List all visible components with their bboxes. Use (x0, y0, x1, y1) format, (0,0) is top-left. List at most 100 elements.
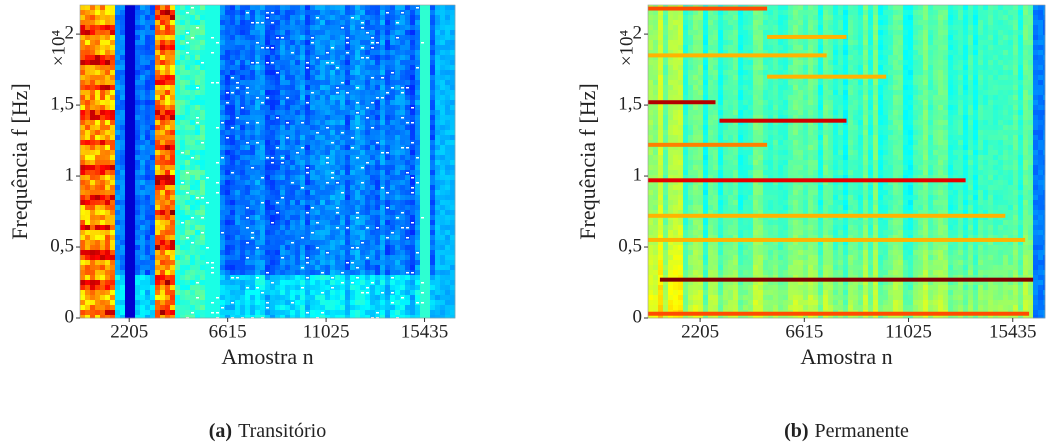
speckle (406, 172, 409, 174)
spectrogram-cell (330, 270, 335, 275)
spectrogram-cell (335, 130, 340, 135)
spectrogram-cell (85, 10, 90, 15)
spectrogram-cell (180, 135, 185, 140)
spectrogram-cell (365, 40, 370, 45)
spectrogram-cell (415, 60, 420, 65)
spectrogram-cell (125, 55, 130, 60)
spectrogram-cell (200, 10, 205, 15)
spectrogram-cell (380, 165, 385, 170)
spectrogram-cell (440, 5, 445, 10)
spectrogram-cell (370, 110, 375, 115)
spectrogram-cell (355, 45, 360, 50)
spectrogram-cell (420, 80, 425, 85)
spectrogram-cell (205, 5, 210, 10)
spectrogram-cell (255, 235, 260, 240)
spectrogram-cell (365, 100, 370, 105)
spectrogram-cell (110, 230, 115, 235)
spectrogram-cell (175, 185, 180, 190)
spectrogram-cell (330, 225, 335, 230)
spectrogram-cell (140, 155, 145, 160)
spectrogram-cell (275, 155, 280, 160)
spectrogram-cell (195, 130, 200, 135)
spectrogram-cell (155, 170, 160, 175)
spectrogram-cell (350, 25, 355, 30)
speckle (371, 282, 374, 284)
spectrogram-cell (375, 230, 380, 235)
speckle (401, 92, 404, 94)
spectrogram-cell (320, 160, 325, 165)
spectrogram-cell (130, 305, 135, 310)
spectrogram-cell (80, 190, 85, 195)
spectrogram-cell (190, 260, 195, 265)
spectrogram-cell (205, 40, 210, 45)
spectrogram-cell (370, 255, 375, 260)
spectrogram-cell (205, 65, 210, 70)
spectrogram-cell (315, 100, 320, 105)
speckle (271, 222, 274, 224)
spectrogram-cell (240, 185, 245, 190)
spectrogram-cell (145, 110, 150, 115)
spectrogram-cell (425, 80, 430, 85)
spectrogram-cell (155, 105, 160, 110)
spectrogram-cell (150, 215, 155, 220)
spectrogram-cell (315, 25, 320, 30)
spectrogram-cell (430, 40, 435, 45)
spectrogram-cell (320, 65, 325, 70)
spectrogram-cell (425, 150, 430, 155)
spectrogram-cell (325, 205, 330, 210)
spectrogram-cell (405, 35, 410, 40)
spectrogram-cell (105, 150, 110, 155)
spectrogram-cell (105, 5, 110, 10)
spectrogram-cell (175, 130, 180, 135)
spectrogram-cell (115, 40, 120, 45)
spectrogram-cell (345, 245, 350, 250)
spectrogram-cell (125, 90, 130, 95)
spectrogram-cell (205, 20, 210, 25)
spectrogram-cell (220, 170, 225, 175)
spectrogram-cell (395, 5, 400, 10)
spectrogram-cell (360, 265, 365, 270)
spectrogram-cell (305, 40, 310, 45)
spectrogram-cell (360, 150, 365, 155)
spectrogram-cell (280, 185, 285, 190)
spectrogram-cell (275, 225, 280, 230)
spectrogram-cell (420, 230, 425, 235)
spectrogram-cell (215, 145, 220, 150)
spectrogram-cell (185, 255, 190, 260)
spectrogram-cell (420, 265, 425, 270)
spectrogram-cell (285, 20, 290, 25)
spectrogram-cell (130, 160, 135, 165)
spectrogram-cell (350, 310, 355, 315)
spectrogram-cell (220, 200, 225, 205)
spectrogram-cell (180, 175, 185, 180)
spectrogram-cell (275, 290, 280, 295)
spectrogram-cell (230, 120, 235, 125)
spectrogram-cell (165, 280, 170, 285)
spectrogram-cell (80, 140, 85, 145)
spectrogram-cell (100, 60, 105, 65)
spectrogram-cell (165, 70, 170, 75)
spectrogram-cell (280, 105, 285, 110)
spectrogram-cell (450, 80, 455, 85)
spectrogram-cell (285, 275, 290, 280)
spectrogram-cell (85, 15, 90, 20)
spectrogram-cell (445, 155, 450, 160)
spectrogram-cell (405, 65, 410, 70)
spectrogram-cell (85, 25, 90, 30)
spectrogram-cell (135, 135, 140, 140)
spectrogram-cell (105, 60, 110, 65)
spectrogram-cell (440, 270, 445, 275)
spectrogram-cell (440, 240, 445, 245)
spectrogram-cell (90, 15, 95, 20)
spectrogram-cell (395, 55, 400, 60)
spectrogram-cell (365, 60, 370, 65)
spectrogram-cell (190, 75, 195, 80)
spectrogram-cell (255, 35, 260, 40)
spectrogram-cell (375, 170, 380, 175)
spectrogram-cell (400, 285, 405, 290)
spectrogram-cell (420, 90, 425, 95)
spectrogram-cell (400, 80, 405, 85)
spectrogram-cell (360, 195, 365, 200)
spectrogram-cell (270, 215, 275, 220)
spectrogram-cell (340, 255, 345, 260)
